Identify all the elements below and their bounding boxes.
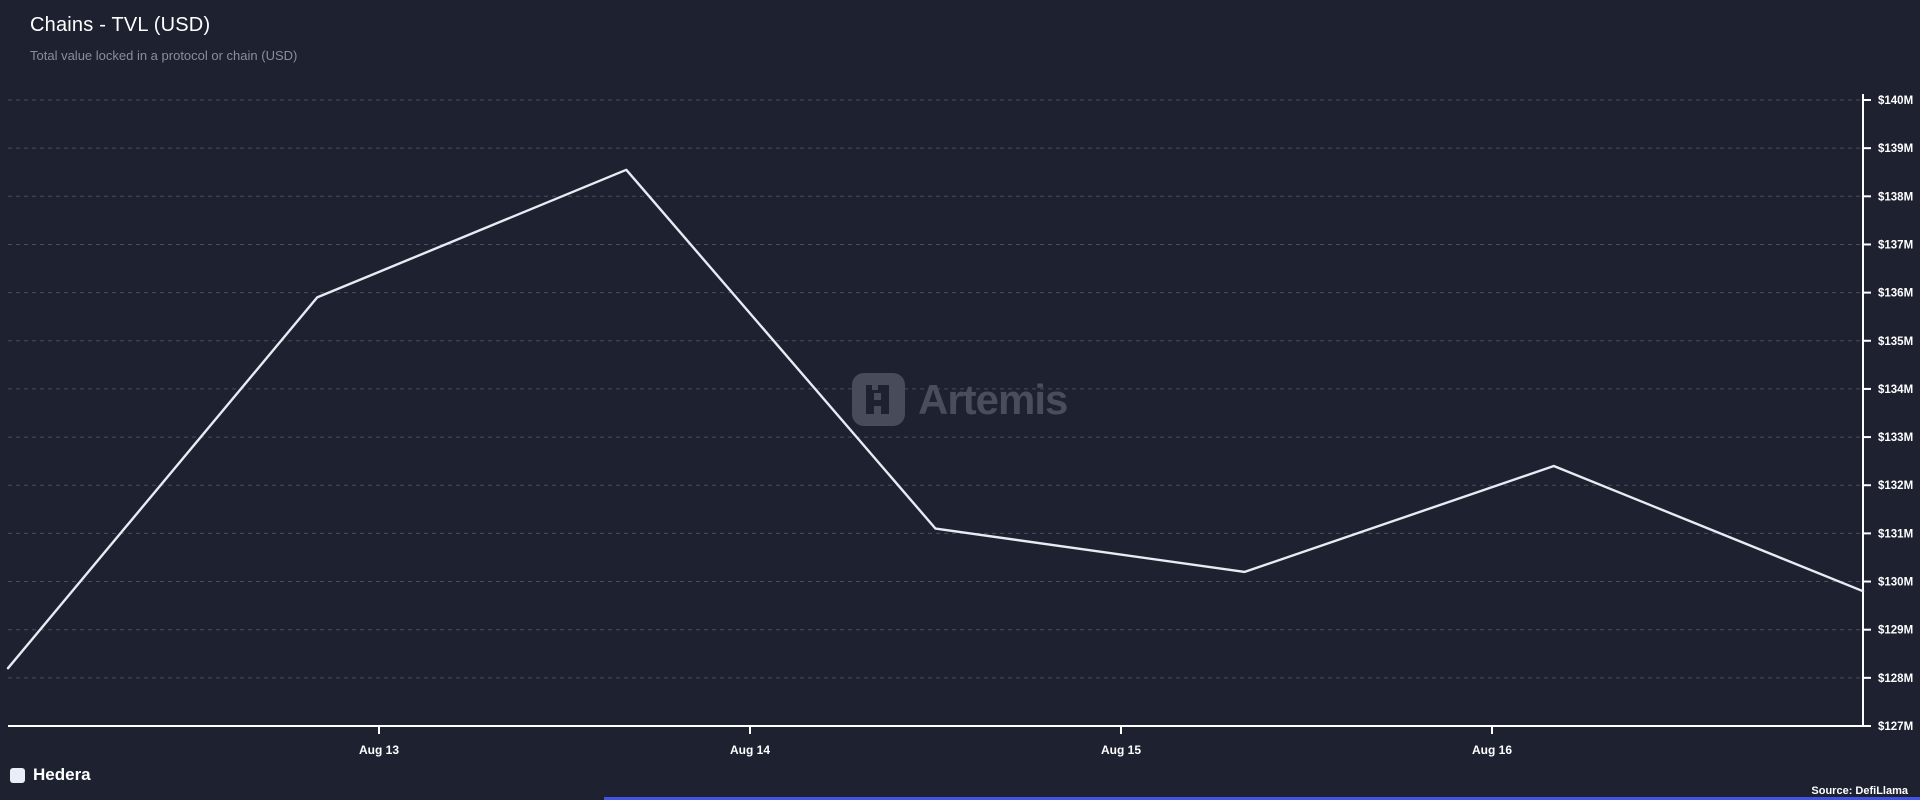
page-title: Chains - TVL (USD): [30, 14, 211, 36]
x-axis-label: Aug 15: [1101, 743, 1141, 757]
y-axis-label: $137M: [1878, 239, 1913, 251]
x-axis-label: Aug 16: [1472, 743, 1512, 757]
y-axis-label: $138M: [1878, 191, 1913, 203]
y-axis-label: $129M: [1878, 625, 1913, 637]
source-note: Source: DefiLlama: [1811, 785, 1908, 797]
legend: Hedera: [10, 765, 91, 785]
legend-swatch-hedera[interactable]: [10, 767, 25, 783]
y-axis-label: $130M: [1878, 577, 1913, 589]
y-axis-label: $135M: [1878, 336, 1913, 348]
plot-hover-area[interactable]: [8, 76, 1863, 726]
y-axis-label: $134M: [1878, 384, 1913, 396]
bottom-accent-bar: [604, 797, 1920, 800]
y-axis-label: $136M: [1878, 288, 1913, 300]
x-axis-label: Aug 14: [730, 743, 770, 757]
y-axis-label: $139M: [1878, 143, 1913, 155]
x-axis-label: Aug 13: [359, 743, 399, 757]
y-axis-label: $140M: [1878, 95, 1913, 107]
y-axis-label: $128M: [1878, 673, 1913, 685]
y-axis-label: $132M: [1878, 480, 1913, 492]
y-axis-label: $131M: [1878, 528, 1913, 540]
legend-label-hedera[interactable]: Hedera: [33, 765, 91, 784]
chart-header: Chains - TVL (USD) Total value locked in…: [30, 14, 297, 63]
y-axis-label: $133M: [1878, 432, 1913, 444]
y-axis-label: $127M: [1878, 721, 1913, 733]
tvl-line-hedera: [6, 168, 1865, 670]
page-subtitle: Total value locked in a protocol or chai…: [30, 48, 298, 63]
